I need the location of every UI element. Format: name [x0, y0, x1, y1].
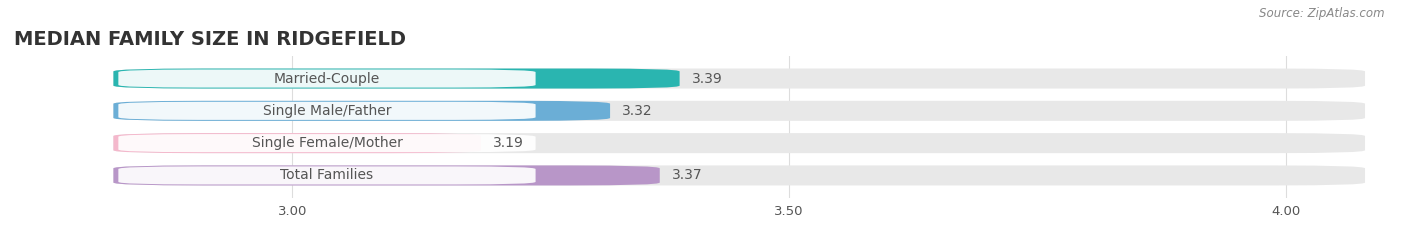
Text: Source: ZipAtlas.com: Source: ZipAtlas.com	[1260, 7, 1385, 20]
Text: 3.39: 3.39	[692, 72, 723, 86]
FancyBboxPatch shape	[114, 165, 659, 185]
FancyBboxPatch shape	[114, 69, 1365, 89]
FancyBboxPatch shape	[114, 133, 481, 153]
FancyBboxPatch shape	[118, 69, 536, 88]
FancyBboxPatch shape	[118, 102, 536, 120]
Text: Total Families: Total Families	[280, 168, 374, 182]
FancyBboxPatch shape	[114, 101, 1365, 121]
FancyBboxPatch shape	[114, 69, 679, 89]
Text: Married-Couple: Married-Couple	[274, 72, 380, 86]
Text: 3.19: 3.19	[494, 136, 524, 150]
FancyBboxPatch shape	[118, 134, 536, 152]
FancyBboxPatch shape	[118, 166, 536, 185]
Text: 3.32: 3.32	[621, 104, 652, 118]
Text: Single Female/Mother: Single Female/Mother	[252, 136, 402, 150]
Text: MEDIAN FAMILY SIZE IN RIDGEFIELD: MEDIAN FAMILY SIZE IN RIDGEFIELD	[14, 30, 406, 49]
FancyBboxPatch shape	[114, 165, 1365, 185]
FancyBboxPatch shape	[114, 101, 610, 121]
Text: 3.37: 3.37	[672, 168, 702, 182]
Text: Single Male/Father: Single Male/Father	[263, 104, 391, 118]
FancyBboxPatch shape	[114, 133, 1365, 153]
